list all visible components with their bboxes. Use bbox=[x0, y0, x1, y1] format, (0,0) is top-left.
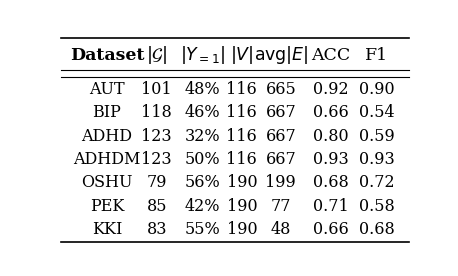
Text: 190: 190 bbox=[227, 198, 257, 215]
Text: AUT: AUT bbox=[89, 81, 125, 98]
Text: KKI: KKI bbox=[92, 221, 122, 238]
Text: PEK: PEK bbox=[90, 198, 124, 215]
Text: 48%: 48% bbox=[185, 81, 221, 98]
Text: 190: 190 bbox=[227, 221, 257, 238]
Text: 83: 83 bbox=[147, 221, 167, 238]
Text: 665: 665 bbox=[266, 81, 296, 98]
Text: BIP: BIP bbox=[93, 104, 121, 121]
Text: ADHD: ADHD bbox=[82, 128, 132, 145]
Text: $|V|$: $|V|$ bbox=[230, 44, 254, 67]
Text: 48: 48 bbox=[271, 221, 291, 238]
Text: 0.80: 0.80 bbox=[313, 128, 349, 145]
Text: ACC: ACC bbox=[311, 47, 350, 64]
Text: 85: 85 bbox=[147, 198, 167, 215]
Text: 116: 116 bbox=[226, 128, 257, 145]
Text: 667: 667 bbox=[266, 151, 296, 168]
Text: 101: 101 bbox=[142, 81, 172, 98]
Text: 190: 190 bbox=[227, 174, 257, 192]
Text: 0.66: 0.66 bbox=[313, 104, 349, 121]
Text: 123: 123 bbox=[142, 128, 172, 145]
Text: 0.59: 0.59 bbox=[359, 128, 395, 145]
Text: 55%: 55% bbox=[185, 221, 221, 238]
Text: 79: 79 bbox=[147, 174, 167, 192]
Text: 32%: 32% bbox=[185, 128, 221, 145]
Text: 116: 116 bbox=[226, 104, 257, 121]
Text: 0.68: 0.68 bbox=[359, 221, 395, 238]
Text: 46%: 46% bbox=[185, 104, 221, 121]
Text: OSHU: OSHU bbox=[81, 174, 133, 192]
Text: $\mathrm{avg}|E|$: $\mathrm{avg}|E|$ bbox=[254, 44, 308, 67]
Text: 0.72: 0.72 bbox=[359, 174, 394, 192]
Text: 42%: 42% bbox=[185, 198, 221, 215]
Text: 0.93: 0.93 bbox=[359, 151, 395, 168]
Text: 50%: 50% bbox=[185, 151, 221, 168]
Text: 116: 116 bbox=[226, 151, 257, 168]
Text: 199: 199 bbox=[266, 174, 296, 192]
Text: 667: 667 bbox=[266, 104, 296, 121]
Text: 0.66: 0.66 bbox=[313, 221, 349, 238]
Text: 56%: 56% bbox=[185, 174, 221, 192]
Text: F1: F1 bbox=[365, 47, 388, 64]
Text: $|Y_{=1}|$: $|Y_{=1}|$ bbox=[180, 44, 225, 67]
Text: 0.92: 0.92 bbox=[313, 81, 349, 98]
Text: 77: 77 bbox=[271, 198, 291, 215]
Text: 0.58: 0.58 bbox=[359, 198, 395, 215]
Text: ADHDM: ADHDM bbox=[73, 151, 141, 168]
Text: 116: 116 bbox=[226, 81, 257, 98]
Text: 123: 123 bbox=[142, 151, 172, 168]
Text: 0.54: 0.54 bbox=[359, 104, 394, 121]
Text: 667: 667 bbox=[266, 128, 296, 145]
Text: 0.68: 0.68 bbox=[313, 174, 349, 192]
Text: 0.93: 0.93 bbox=[313, 151, 349, 168]
Text: 118: 118 bbox=[141, 104, 172, 121]
Text: 0.71: 0.71 bbox=[313, 198, 349, 215]
Text: Dataset: Dataset bbox=[70, 47, 144, 64]
Text: 0.90: 0.90 bbox=[359, 81, 394, 98]
Text: $|\mathcal{G}|$: $|\mathcal{G}|$ bbox=[146, 44, 168, 67]
